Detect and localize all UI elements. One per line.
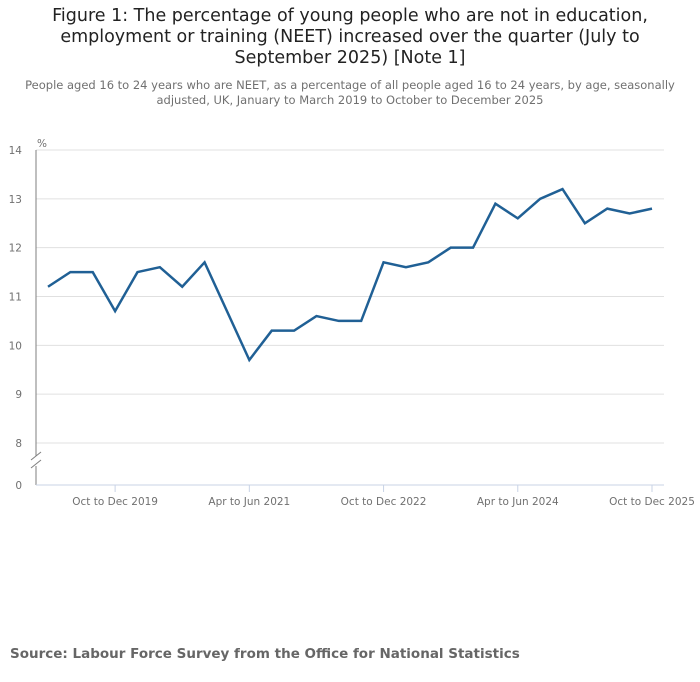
data-point: Jan to Mar 2024: 12.9: [492, 201, 498, 207]
y-tick-label: 10: [9, 340, 22, 352]
axis-break-mark: [30, 451, 42, 461]
data-point: Oct to Dec 2021: 10.3: [291, 328, 297, 334]
y-tick-label: 8: [15, 438, 22, 450]
data-point: Oct to Dec 2024: 13.2: [560, 186, 566, 192]
data-point: Apr to Jun 2024: 12.6: [515, 215, 521, 221]
x-tick-label: Oct to Dec 2022: [341, 496, 427, 508]
data-point: Jan to Mar 2023: 11.6: [403, 264, 409, 270]
data-point: Jan to Mar 2021: 10.7: [224, 308, 230, 314]
series-line: [47, 187, 653, 363]
data-point: Jul to Sep 2025: 12.7: [627, 210, 633, 216]
data-point: Oct to Dec 2025: 12.8: [649, 206, 655, 212]
data-point: Jan to Mar 2025: 12.5: [582, 220, 588, 226]
data-point: Jan to Mar 2019: 11.2: [45, 284, 51, 290]
data-point: Apr to Jun 2025: 12.8: [604, 206, 610, 212]
y-tick-label: 9: [15, 389, 22, 401]
data-point: Apr to Jun 2019: 11.5: [67, 269, 73, 275]
data-point: Apr to Jun 2021: 9.7: [246, 357, 252, 363]
x-tick-label: Oct to Dec 2025: [609, 496, 695, 508]
data-point: Oct to Dec 2023: 12: [470, 245, 476, 251]
x-tick-label: Apr to Jun 2024: [477, 496, 559, 508]
data-point: Apr to Jun 2023: 11.7: [425, 259, 431, 265]
data-point: Jan to Mar 2020: 11.5: [134, 269, 140, 275]
y-tick-label: 14: [9, 145, 23, 157]
data-point: Apr to Jun 2020: 11.6: [157, 264, 163, 270]
chart-subtitle: People aged 16 to 24 years who are NEET,…: [25, 78, 675, 107]
x-tick-label: Oct to Dec 2019: [72, 496, 158, 508]
y-tick-label: 0: [15, 480, 22, 492]
data-point: Jul to Sep 2022: 10.5: [358, 318, 364, 324]
data-point: Jul to Sep 2020: 11.2: [179, 284, 185, 290]
y-tick-label: 13: [9, 194, 22, 206]
axis-break-mark: [30, 459, 42, 469]
data-point: Oct to Dec 2022: 11.7: [381, 259, 387, 265]
source-note: Source: Labour Force Survey from the Off…: [10, 646, 520, 662]
data-point: Oct to Dec 2019: 10.7: [112, 308, 118, 314]
y-axis-unit-label: %: [37, 138, 47, 150]
x-tick-label: Apr to Jun 2021: [208, 496, 290, 508]
chart-title: Figure 1: The percentage of young people…: [52, 6, 648, 68]
data-point: Jan to Mar 2022: 10.6: [313, 313, 319, 319]
data-point: Jul to Sep 2019: 11.5: [90, 269, 96, 275]
data-point: Apr to Jun 2022: 10.5: [336, 318, 342, 324]
data-point: Oct to Dec 2020: 11.7: [202, 259, 208, 265]
data-point: Jul to Sep 2024: 13: [537, 196, 543, 202]
data-point: Jul to Sep 2021: 10.3: [269, 328, 275, 334]
data-point: Jul to Sep 2023: 12: [448, 245, 454, 251]
y-tick-label: 12: [9, 243, 22, 255]
y-tick-label: 11: [9, 292, 22, 304]
